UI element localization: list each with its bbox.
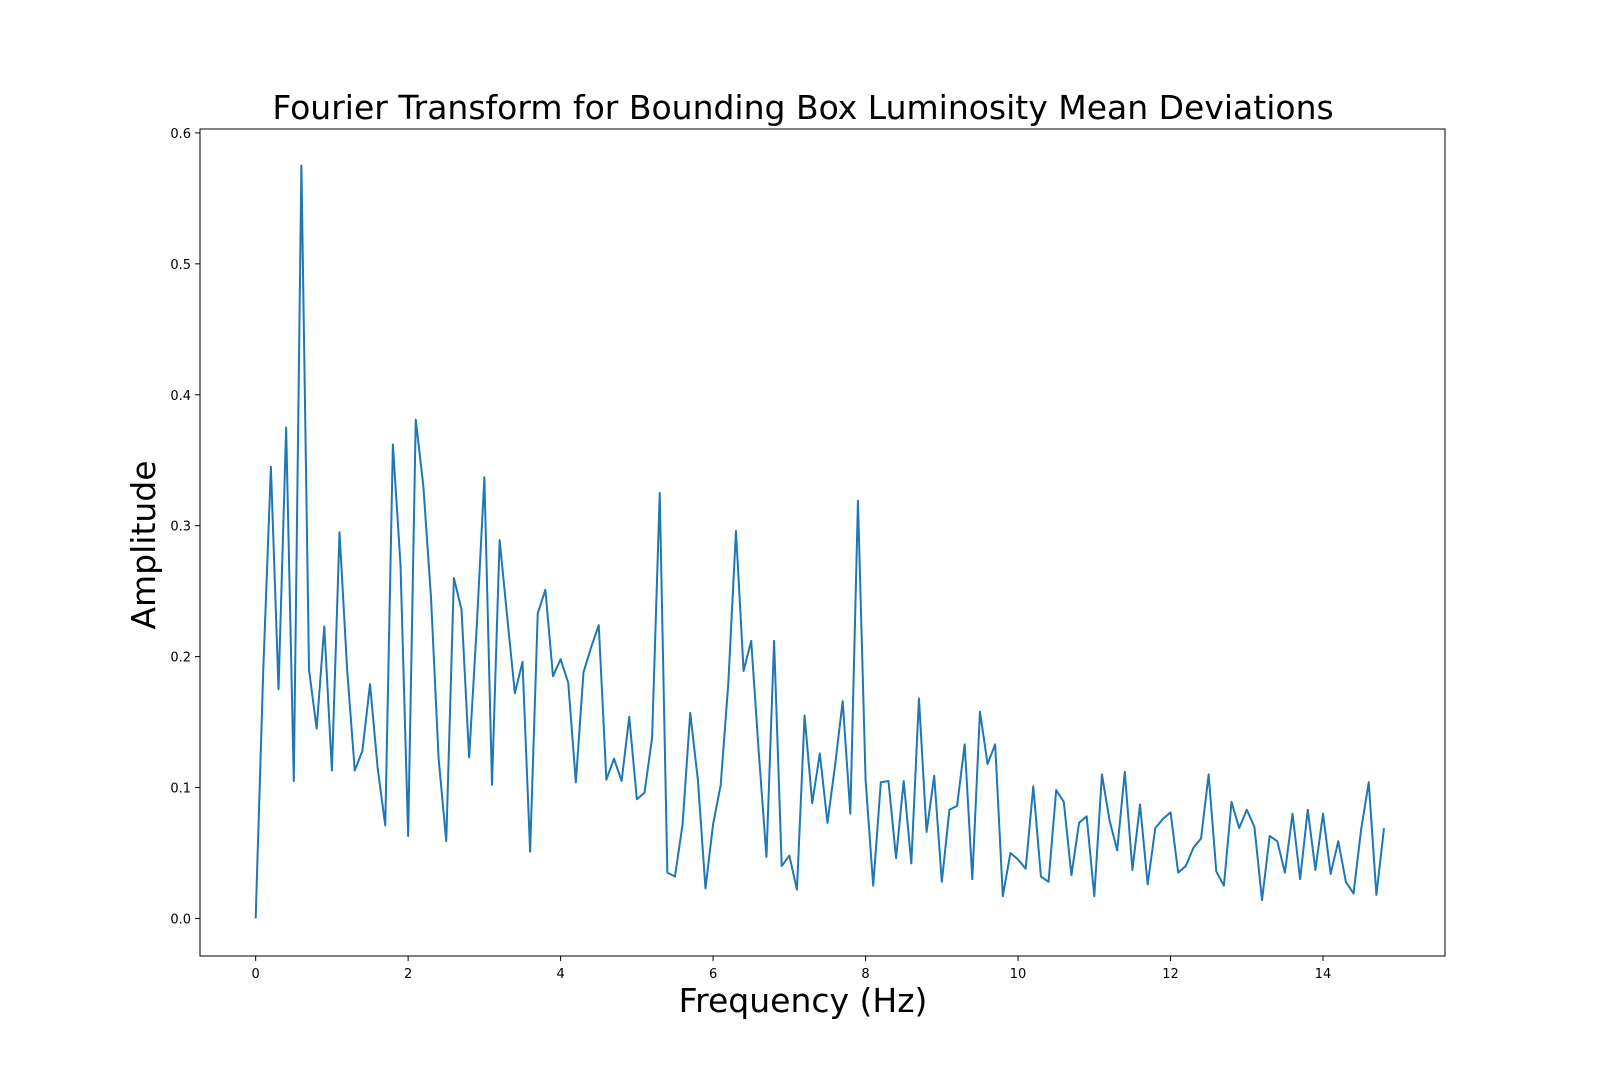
y-tick-label: 0.1: [170, 782, 191, 797]
plot-frame: [199, 128, 1446, 957]
x-axis-label: Frequency (Hz): [679, 981, 928, 1020]
x-tick-label: 14: [1315, 967, 1332, 982]
y-tick-label: 0.2: [170, 651, 191, 666]
x-tick-label: 10: [1010, 967, 1027, 982]
x-tick-label: 8: [861, 967, 869, 982]
x-tick-label: 12: [1162, 967, 1179, 982]
y-tick-label: 0.3: [170, 520, 191, 535]
x-tick-label: 6: [709, 967, 717, 982]
y-tick-label: 0.6: [170, 127, 191, 142]
y-tick-label: 0.0: [170, 912, 191, 927]
plot-layer: 0 2 4 6 8 10 12 14 0.0 0.1 0.2 0.3 0.4 0.5 0.6: [170, 127, 1446, 982]
x-tick-label: 4: [556, 967, 564, 982]
y-axis-label: Amplitude: [124, 460, 163, 629]
y-tick-label: 0.4: [170, 389, 191, 404]
chart-title: Fourier Transform for Bounding Box Lumin…: [272, 88, 1333, 127]
x-tick-label: 2: [404, 967, 412, 982]
series-line-0: [254, 164, 1386, 919]
y-tick-label: 0.5: [170, 258, 191, 273]
x-tick-label: 0: [252, 967, 260, 982]
